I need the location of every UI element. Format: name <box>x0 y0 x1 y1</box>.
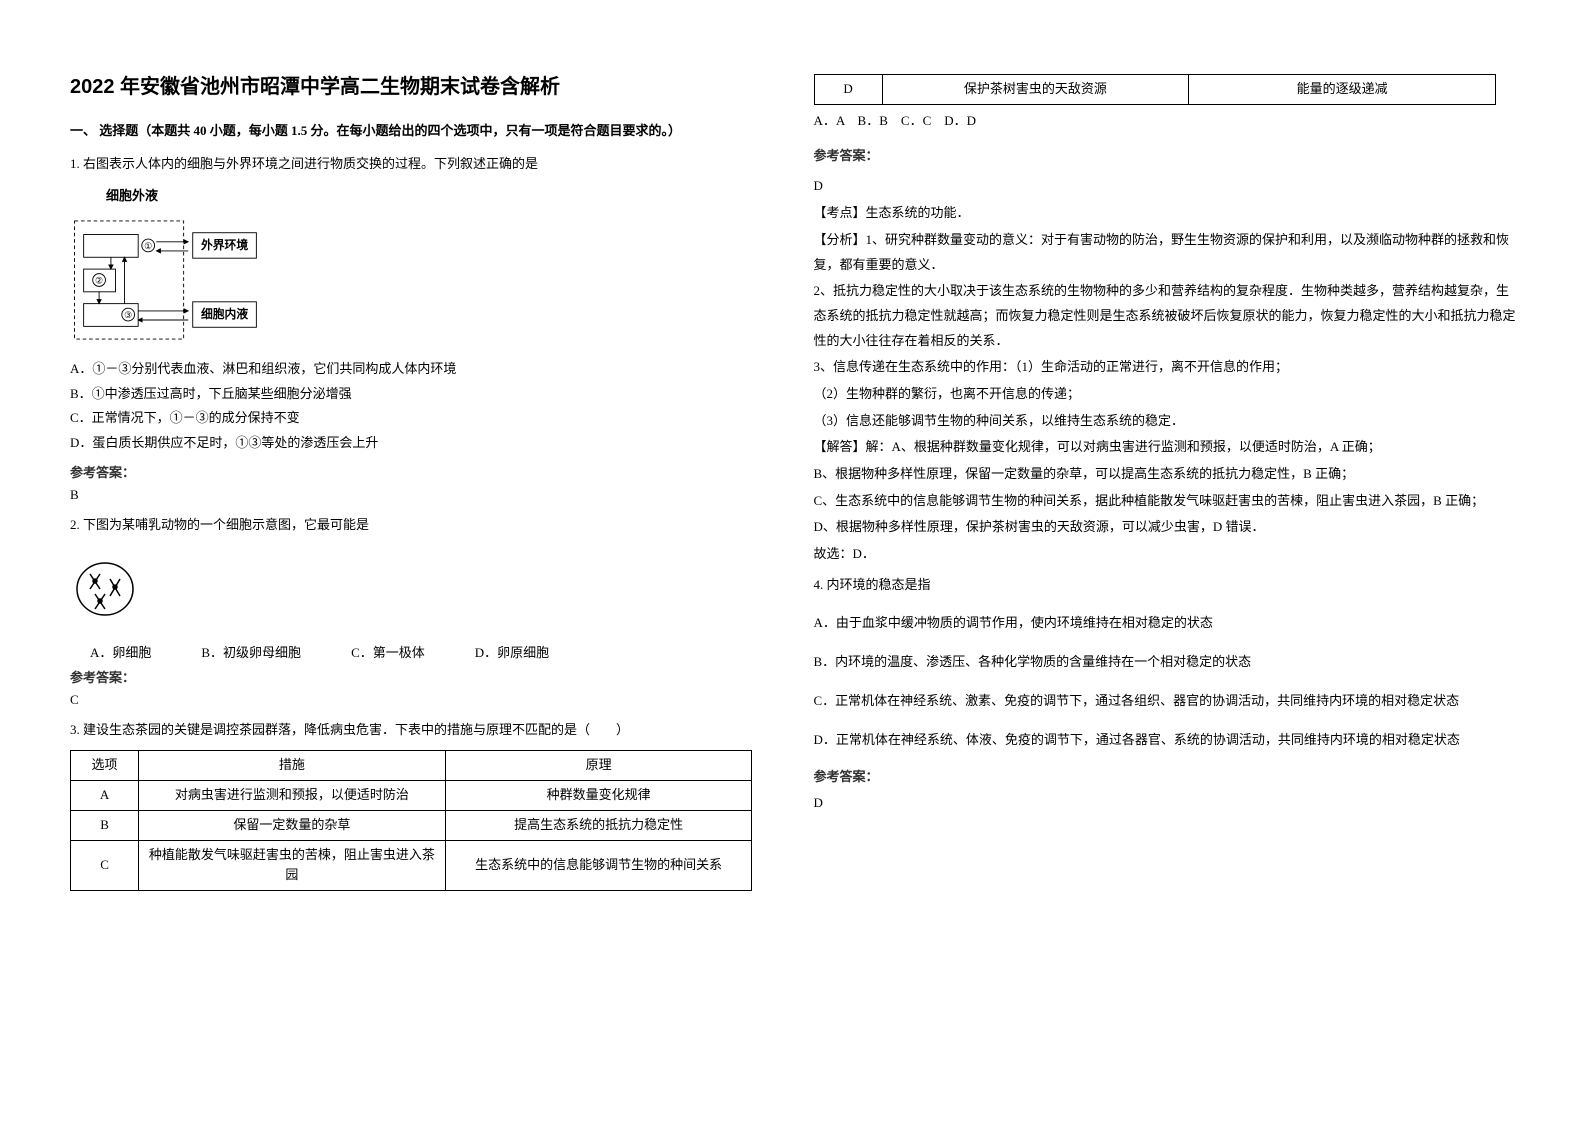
table-row: B 保留一定数量的杂草 提高生态系统的抵抗力稳定性 <box>71 810 752 840</box>
q3-answer-label: 参考答案： <box>814 145 1518 164</box>
q2-opt-c: C．第一极体 <box>351 642 425 661</box>
table-row: D 保护茶树害虫的天敌资源 能量的逐级递减 <box>814 75 1495 105</box>
q3-answer: D <box>814 174 1518 199</box>
q3-fenxi-2: 2、抵抗力稳定性的大小取决于该生态系统的生物物种的多少和营养结构的复杂程度．生物… <box>814 279 1518 353</box>
q3-jieda-3: C、生态系统中的信息能够调节生物的种间关系，据此种植能散发气味驱赶害虫的苦楝，阻… <box>814 489 1518 514</box>
th-measure: 措施 <box>139 751 446 781</box>
q1-diagram-svg: ① ② ③ 外界环境 细胞内液 <box>70 215 270 345</box>
page-title: 2022 年安徽省池州市昭潭中学高二生物期末试卷含解析 <box>70 70 774 99</box>
q3-jieda-5: 故选：D． <box>814 542 1518 567</box>
label-3: ③ <box>124 310 132 320</box>
q4-answer: D <box>814 791 1518 816</box>
q1-answer: B <box>70 487 774 503</box>
q1-opt-b: B．①中渗透压过高时，下丘脑某些细胞分泌增强 <box>70 382 774 407</box>
section-header: 一、 选择题（本题共 40 小题，每小题 1.5 分。在每小题给出的四个选项中，… <box>70 119 774 142</box>
q3-kaodian: 【考点】生态系统的功能． <box>814 201 1518 226</box>
q3-fenxi-1: 【分析】1、研究种群数量变动的意义：对于有害动物的防治，野生生物资源的保护和利用… <box>814 228 1518 277</box>
q2-opt-b: B．初级卵母细胞 <box>201 642 301 661</box>
q4-opt-a: A．由于血浆中缓冲物质的调节作用，使内环境维持在相对稳定的状态 <box>814 611 1518 636</box>
q2-diagram <box>70 554 140 628</box>
th-principle: 原理 <box>445 751 752 781</box>
q3-fenxi-3c: （3）信息还能够调节生物的种间关系，以维持生态系统的稳定． <box>814 409 1518 434</box>
q1-opt-d: D．蛋白质长期供应不足时，①③等处的渗透压会上升 <box>70 431 774 456</box>
q3-fenxi-3b: （2）生物种群的繁衍，也离不开信息的传递； <box>814 382 1518 407</box>
th-opt: 选项 <box>71 751 139 781</box>
q3-stem: 3. 建设生态茶园的关键是调控茶园群落，降低病虫危害．下表中的措施与原理不匹配的… <box>70 718 774 743</box>
q3-table-continued: D 保护茶树害虫的天敌资源 能量的逐级递减 <box>814 74 1496 105</box>
q4-opt-c: C．正常机体在神经系统、激素、免疫的调节下，通过各组织、器官的协调活动，共同维持… <box>814 689 1518 714</box>
q1-answer-label: 参考答案： <box>70 462 774 481</box>
q4-opt-b: B．内环境的温度、渗透压、各种化学物质的含量维持在一个相对稳定的状态 <box>814 650 1518 675</box>
table-row: C 种植能散发气味驱赶害虫的苦楝，阻止害虫进入茶园 生态系统中的信息能够调节生物… <box>71 840 752 891</box>
q2-opt-a: A．卵细胞 <box>90 642 151 661</box>
env-label: 外界环境 <box>200 238 248 252</box>
q2-stem: 2. 下图为某哺乳动物的一个细胞示意图，它最可能是 <box>70 513 774 538</box>
q3-jieda-4: D、根据物种多样性原理，保护茶树害虫的天敌资源，可以减少虫害，D 错误． <box>814 515 1518 540</box>
left-column: 2022 年安徽省池州市昭潭中学高二生物期末试卷含解析 一、 选择题（本题共 4… <box>50 70 794 1082</box>
label-2: ② <box>95 276 103 286</box>
q4-options: A．由于血浆中缓冲物质的调节作用，使内环境维持在相对稳定的状态 B．内环境的温度… <box>814 611 1518 752</box>
q4-stem: 4. 内环境的稳态是指 <box>814 573 1518 598</box>
q1-opt-a: A．①－③分别代表血液、淋巴和组织液，它们共同构成人体内环境 <box>70 357 774 382</box>
q3-jieda-1: 【解答】解：A、根据种群数量变化规律，可以对病虫害进行监测和预报，以便适时防治，… <box>814 435 1518 460</box>
q2-cell-svg <box>70 554 140 624</box>
q2-answer: C <box>70 692 774 708</box>
q1-diagram: ① ② ③ 外界环境 细胞内液 <box>70 215 270 349</box>
table-row: A 对病虫害进行监测和预报，以便适时防治 种群数量变化规律 <box>71 781 752 811</box>
inner-label: 细胞内液 <box>201 307 248 321</box>
q3-fenxi-3a: 3、信息传递在生态系统中的作用：（1）生命活动的正常进行，离不开信息的作用； <box>814 355 1518 380</box>
right-column: D 保护茶树害虫的天敌资源 能量的逐级递减 A．A B．B C．C D．D 参考… <box>794 70 1538 1082</box>
label-1: ① <box>144 241 152 251</box>
q1-stem: 1. 右图表示人体内的细胞与外界环境之间进行物质交换的过程。下列叙述正确的是 <box>70 152 774 177</box>
q2-answer-label: 参考答案： <box>70 667 774 686</box>
q1-diagram-title: 细胞外液 <box>106 185 774 204</box>
q1-opt-c: C．正常情况下，①－③的成分保持不变 <box>70 406 774 431</box>
q4-answer-label: 参考答案： <box>814 766 1518 785</box>
q2-options: A．卵细胞 B．初级卵母细胞 C．第一极体 D．卵原细胞 <box>90 642 774 661</box>
q4-opt-d: D．正常机体在神经系统、体液、免疫的调节下，通过各器官、系统的协调活动，共同维持… <box>814 728 1518 753</box>
q3-jieda-2: B、根据物种多样性原理，保留一定数量的杂草，可以提高生态系统的抵抗力稳定性，B … <box>814 462 1518 487</box>
q2-opt-d: D．卵原细胞 <box>475 642 549 661</box>
table-row: 选项 措施 原理 <box>71 751 752 781</box>
q3-choices: A．A B．B C．C D．D <box>814 109 1518 134</box>
q3-table: 选项 措施 原理 A 对病虫害进行监测和预报，以便适时防治 种群数量变化规律 B… <box>70 750 752 891</box>
